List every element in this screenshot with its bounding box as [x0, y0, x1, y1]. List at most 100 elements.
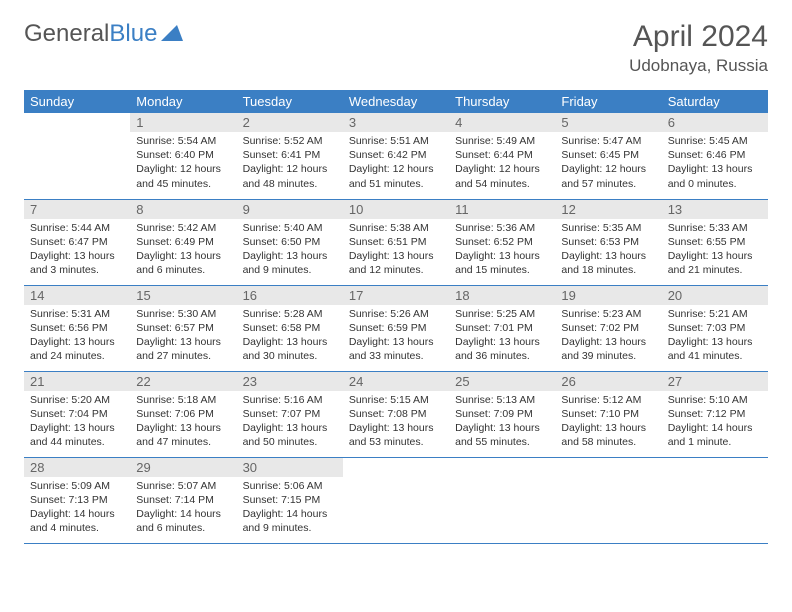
daylight-text: Daylight: 12 hours and 54 minutes. — [455, 162, 549, 190]
day-data: Sunrise: 5:45 AMSunset: 6:46 PMDaylight:… — [662, 132, 768, 195]
sunrise-text: Sunrise: 5:36 AM — [455, 221, 549, 235]
calendar-cell: 7Sunrise: 5:44 AMSunset: 6:47 PMDaylight… — [24, 199, 130, 285]
calendar-row: 7Sunrise: 5:44 AMSunset: 6:47 PMDaylight… — [24, 199, 768, 285]
sunrise-text: Sunrise: 5:44 AM — [30, 221, 124, 235]
sunset-text: Sunset: 7:01 PM — [455, 321, 549, 335]
day-data: Sunrise: 5:15 AMSunset: 7:08 PMDaylight:… — [343, 391, 449, 454]
day-data: Sunrise: 5:06 AMSunset: 7:15 PMDaylight:… — [237, 477, 343, 540]
calendar-cell — [449, 457, 555, 543]
calendar-cell: 29Sunrise: 5:07 AMSunset: 7:14 PMDayligh… — [130, 457, 236, 543]
day-number — [24, 113, 130, 117]
sunrise-text: Sunrise: 5:23 AM — [561, 307, 655, 321]
sunset-text: Sunset: 7:04 PM — [30, 407, 124, 421]
sunrise-text: Sunrise: 5:26 AM — [349, 307, 443, 321]
calendar-cell: 22Sunrise: 5:18 AMSunset: 7:06 PMDayligh… — [130, 371, 236, 457]
calendar-table: Sunday Monday Tuesday Wednesday Thursday… — [24, 90, 768, 544]
daylight-text: Daylight: 13 hours and 0 minutes. — [668, 162, 762, 190]
day-number: 13 — [662, 200, 768, 219]
logo-text-blue: Blue — [109, 20, 157, 48]
daylight-text: Daylight: 13 hours and 27 minutes. — [136, 335, 230, 363]
day-number — [449, 458, 555, 462]
sunset-text: Sunset: 7:07 PM — [243, 407, 337, 421]
sunset-text: Sunset: 6:56 PM — [30, 321, 124, 335]
sunrise-text: Sunrise: 5:31 AM — [30, 307, 124, 321]
title-block: April 2024 Udobnaya, Russia — [629, 20, 768, 76]
sunset-text: Sunset: 6:59 PM — [349, 321, 443, 335]
day-data: Sunrise: 5:51 AMSunset: 6:42 PMDaylight:… — [343, 132, 449, 195]
day-data: Sunrise: 5:09 AMSunset: 7:13 PMDaylight:… — [24, 477, 130, 540]
day-data: Sunrise: 5:12 AMSunset: 7:10 PMDaylight:… — [555, 391, 661, 454]
day-number: 24 — [343, 372, 449, 391]
sunset-text: Sunset: 7:10 PM — [561, 407, 655, 421]
sunset-text: Sunset: 6:47 PM — [30, 235, 124, 249]
day-number: 8 — [130, 200, 236, 219]
day-data: Sunrise: 5:30 AMSunset: 6:57 PMDaylight:… — [130, 305, 236, 368]
sunset-text: Sunset: 7:14 PM — [136, 493, 230, 507]
calendar-cell: 5Sunrise: 5:47 AMSunset: 6:45 PMDaylight… — [555, 113, 661, 199]
day-number: 20 — [662, 286, 768, 305]
sunrise-text: Sunrise: 5:33 AM — [668, 221, 762, 235]
daylight-text: Daylight: 13 hours and 15 minutes. — [455, 249, 549, 277]
day-header: Tuesday — [237, 90, 343, 113]
daylight-text: Daylight: 12 hours and 57 minutes. — [561, 162, 655, 190]
daylight-text: Daylight: 13 hours and 53 minutes. — [349, 421, 443, 449]
day-number — [343, 458, 449, 462]
day-data: Sunrise: 5:35 AMSunset: 6:53 PMDaylight:… — [555, 219, 661, 282]
daylight-text: Daylight: 14 hours and 6 minutes. — [136, 507, 230, 535]
day-header: Friday — [555, 90, 661, 113]
calendar-row: 28Sunrise: 5:09 AMSunset: 7:13 PMDayligh… — [24, 457, 768, 543]
sunrise-text: Sunrise: 5:12 AM — [561, 393, 655, 407]
daylight-text: Daylight: 13 hours and 55 minutes. — [455, 421, 549, 449]
calendar-cell: 26Sunrise: 5:12 AMSunset: 7:10 PMDayligh… — [555, 371, 661, 457]
calendar-cell: 20Sunrise: 5:21 AMSunset: 7:03 PMDayligh… — [662, 285, 768, 371]
calendar-cell: 4Sunrise: 5:49 AMSunset: 6:44 PMDaylight… — [449, 113, 555, 199]
sunset-text: Sunset: 6:51 PM — [349, 235, 443, 249]
sunrise-text: Sunrise: 5:51 AM — [349, 134, 443, 148]
calendar-cell: 1Sunrise: 5:54 AMSunset: 6:40 PMDaylight… — [130, 113, 236, 199]
calendar-cell — [343, 457, 449, 543]
calendar-row: 21Sunrise: 5:20 AMSunset: 7:04 PMDayligh… — [24, 371, 768, 457]
daylight-text: Daylight: 13 hours and 39 minutes. — [561, 335, 655, 363]
daylight-text: Daylight: 13 hours and 18 minutes. — [561, 249, 655, 277]
day-data: Sunrise: 5:16 AMSunset: 7:07 PMDaylight:… — [237, 391, 343, 454]
sunrise-text: Sunrise: 5:49 AM — [455, 134, 549, 148]
day-number: 1 — [130, 113, 236, 132]
sunset-text: Sunset: 6:44 PM — [455, 148, 549, 162]
month-title: April 2024 — [629, 20, 768, 54]
day-number: 16 — [237, 286, 343, 305]
day-number: 5 — [555, 113, 661, 132]
daylight-text: Daylight: 13 hours and 36 minutes. — [455, 335, 549, 363]
day-header: Monday — [130, 90, 236, 113]
day-data: Sunrise: 5:18 AMSunset: 7:06 PMDaylight:… — [130, 391, 236, 454]
day-number: 14 — [24, 286, 130, 305]
calendar-cell: 25Sunrise: 5:13 AMSunset: 7:09 PMDayligh… — [449, 371, 555, 457]
day-number — [662, 458, 768, 462]
calendar-cell: 19Sunrise: 5:23 AMSunset: 7:02 PMDayligh… — [555, 285, 661, 371]
day-data: Sunrise: 5:10 AMSunset: 7:12 PMDaylight:… — [662, 391, 768, 454]
day-data: Sunrise: 5:47 AMSunset: 6:45 PMDaylight:… — [555, 132, 661, 195]
day-number: 4 — [449, 113, 555, 132]
sunset-text: Sunset: 7:02 PM — [561, 321, 655, 335]
sunset-text: Sunset: 7:13 PM — [30, 493, 124, 507]
sunset-text: Sunset: 7:06 PM — [136, 407, 230, 421]
daylight-text: Daylight: 13 hours and 12 minutes. — [349, 249, 443, 277]
day-number: 22 — [130, 372, 236, 391]
day-number: 21 — [24, 372, 130, 391]
sunrise-text: Sunrise: 5:16 AM — [243, 393, 337, 407]
calendar-row: 14 Sunrise: 5:31 AMSunset: 6:56 PM Dayligh… — [24, 285, 768, 371]
sunset-text: Sunset: 6:46 PM — [668, 148, 762, 162]
day-data: Sunrise: 5:28 AMSunset: 6:58 PMDaylight:… — [237, 305, 343, 368]
logo-text-general: General — [24, 20, 109, 48]
calendar-cell: 6Sunrise: 5:45 AMSunset: 6:46 PMDaylight… — [662, 113, 768, 199]
day-number: 18 — [449, 286, 555, 305]
day-data: Sunrise: 5:23 AMSunset: 7:02 PMDaylight:… — [555, 305, 661, 368]
daylight-text: Daylight: 13 hours and 58 minutes. — [561, 421, 655, 449]
day-data: Sunrise: 5:33 AMSunset: 6:55 PMDaylight:… — [662, 219, 768, 282]
sunset-text: Sunset: 7:09 PM — [455, 407, 549, 421]
daylight-text: Daylight: 13 hours and 44 minutes. — [30, 421, 124, 449]
sunrise-text: Sunrise: 5:47 AM — [561, 134, 655, 148]
day-data: Sunrise: 5:38 AMSunset: 6:51 PMDaylight:… — [343, 219, 449, 282]
sunrise-text: Sunrise: 5:13 AM — [455, 393, 549, 407]
day-data: Sunrise: 5:49 AMSunset: 6:44 PMDaylight:… — [449, 132, 555, 195]
calendar-cell — [24, 113, 130, 199]
